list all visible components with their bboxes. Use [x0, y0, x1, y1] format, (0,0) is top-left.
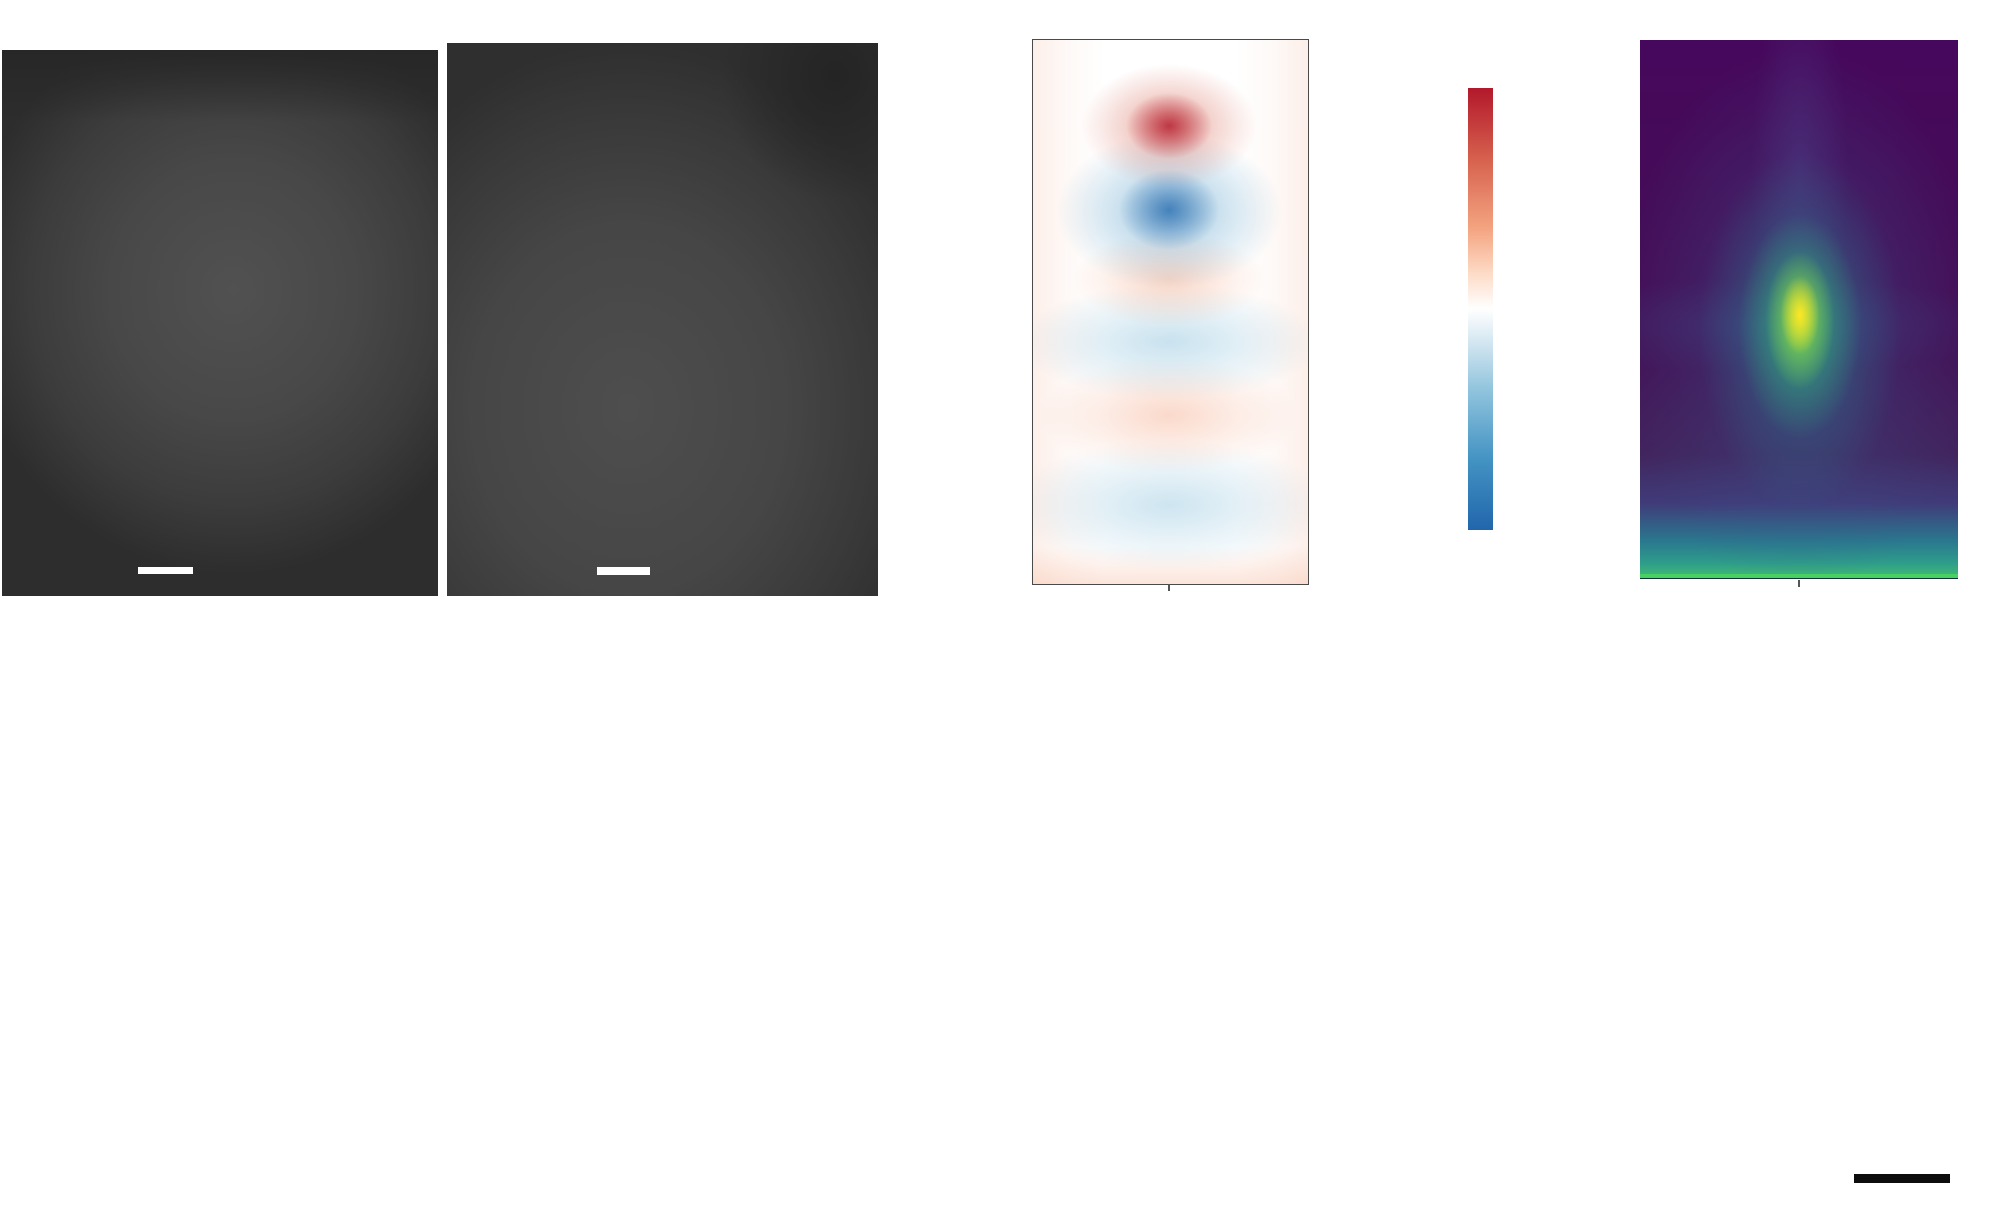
lfp-trace-stack [1033, 40, 1308, 584]
scalebar-1mm [597, 567, 650, 575]
electrode-track-image-1 [2, 50, 438, 596]
histology-slice-ap-2p6 [2, 50, 438, 596]
time-scalebar-box [1850, 1143, 1956, 1189]
panel-d-center-tick [1798, 580, 1800, 587]
state-label-nrem [986, 1150, 1002, 1160]
scalebar-1mm [138, 567, 193, 574]
scalebar-200ms [1854, 1174, 1950, 1183]
region-label-th [8, 957, 15, 962]
region-label-hi [8, 797, 15, 802]
state-label-qw [500, 1147, 516, 1157]
electrode-track-image-2 [447, 43, 878, 596]
neuron-morphology-drawings [1372, 50, 1468, 500]
state-label-aw [8, 1145, 24, 1155]
panel-c-center-tick [1168, 584, 1170, 591]
region-label-cx [8, 676, 15, 681]
csd-source-sink-map [1033, 40, 1308, 584]
source-sink-colorbar [1468, 88, 1493, 530]
low-frequency-band [1640, 574, 1958, 579]
spw-power-spectrogram [1640, 40, 1958, 579]
state-label-rem [1475, 1150, 1491, 1160]
csd-plot [1032, 39, 1309, 585]
histology-slice-ap-4p2 [447, 43, 878, 596]
